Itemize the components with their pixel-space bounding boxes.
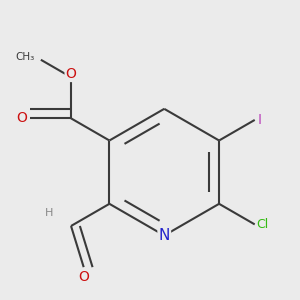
Text: N: N [159, 228, 170, 243]
Text: CH₃: CH₃ [15, 52, 34, 61]
Text: O: O [78, 270, 89, 283]
Text: H: H [45, 208, 53, 218]
Text: I: I [257, 113, 262, 127]
Text: O: O [66, 67, 76, 81]
Text: O: O [16, 111, 27, 125]
Text: Cl: Cl [256, 218, 269, 231]
